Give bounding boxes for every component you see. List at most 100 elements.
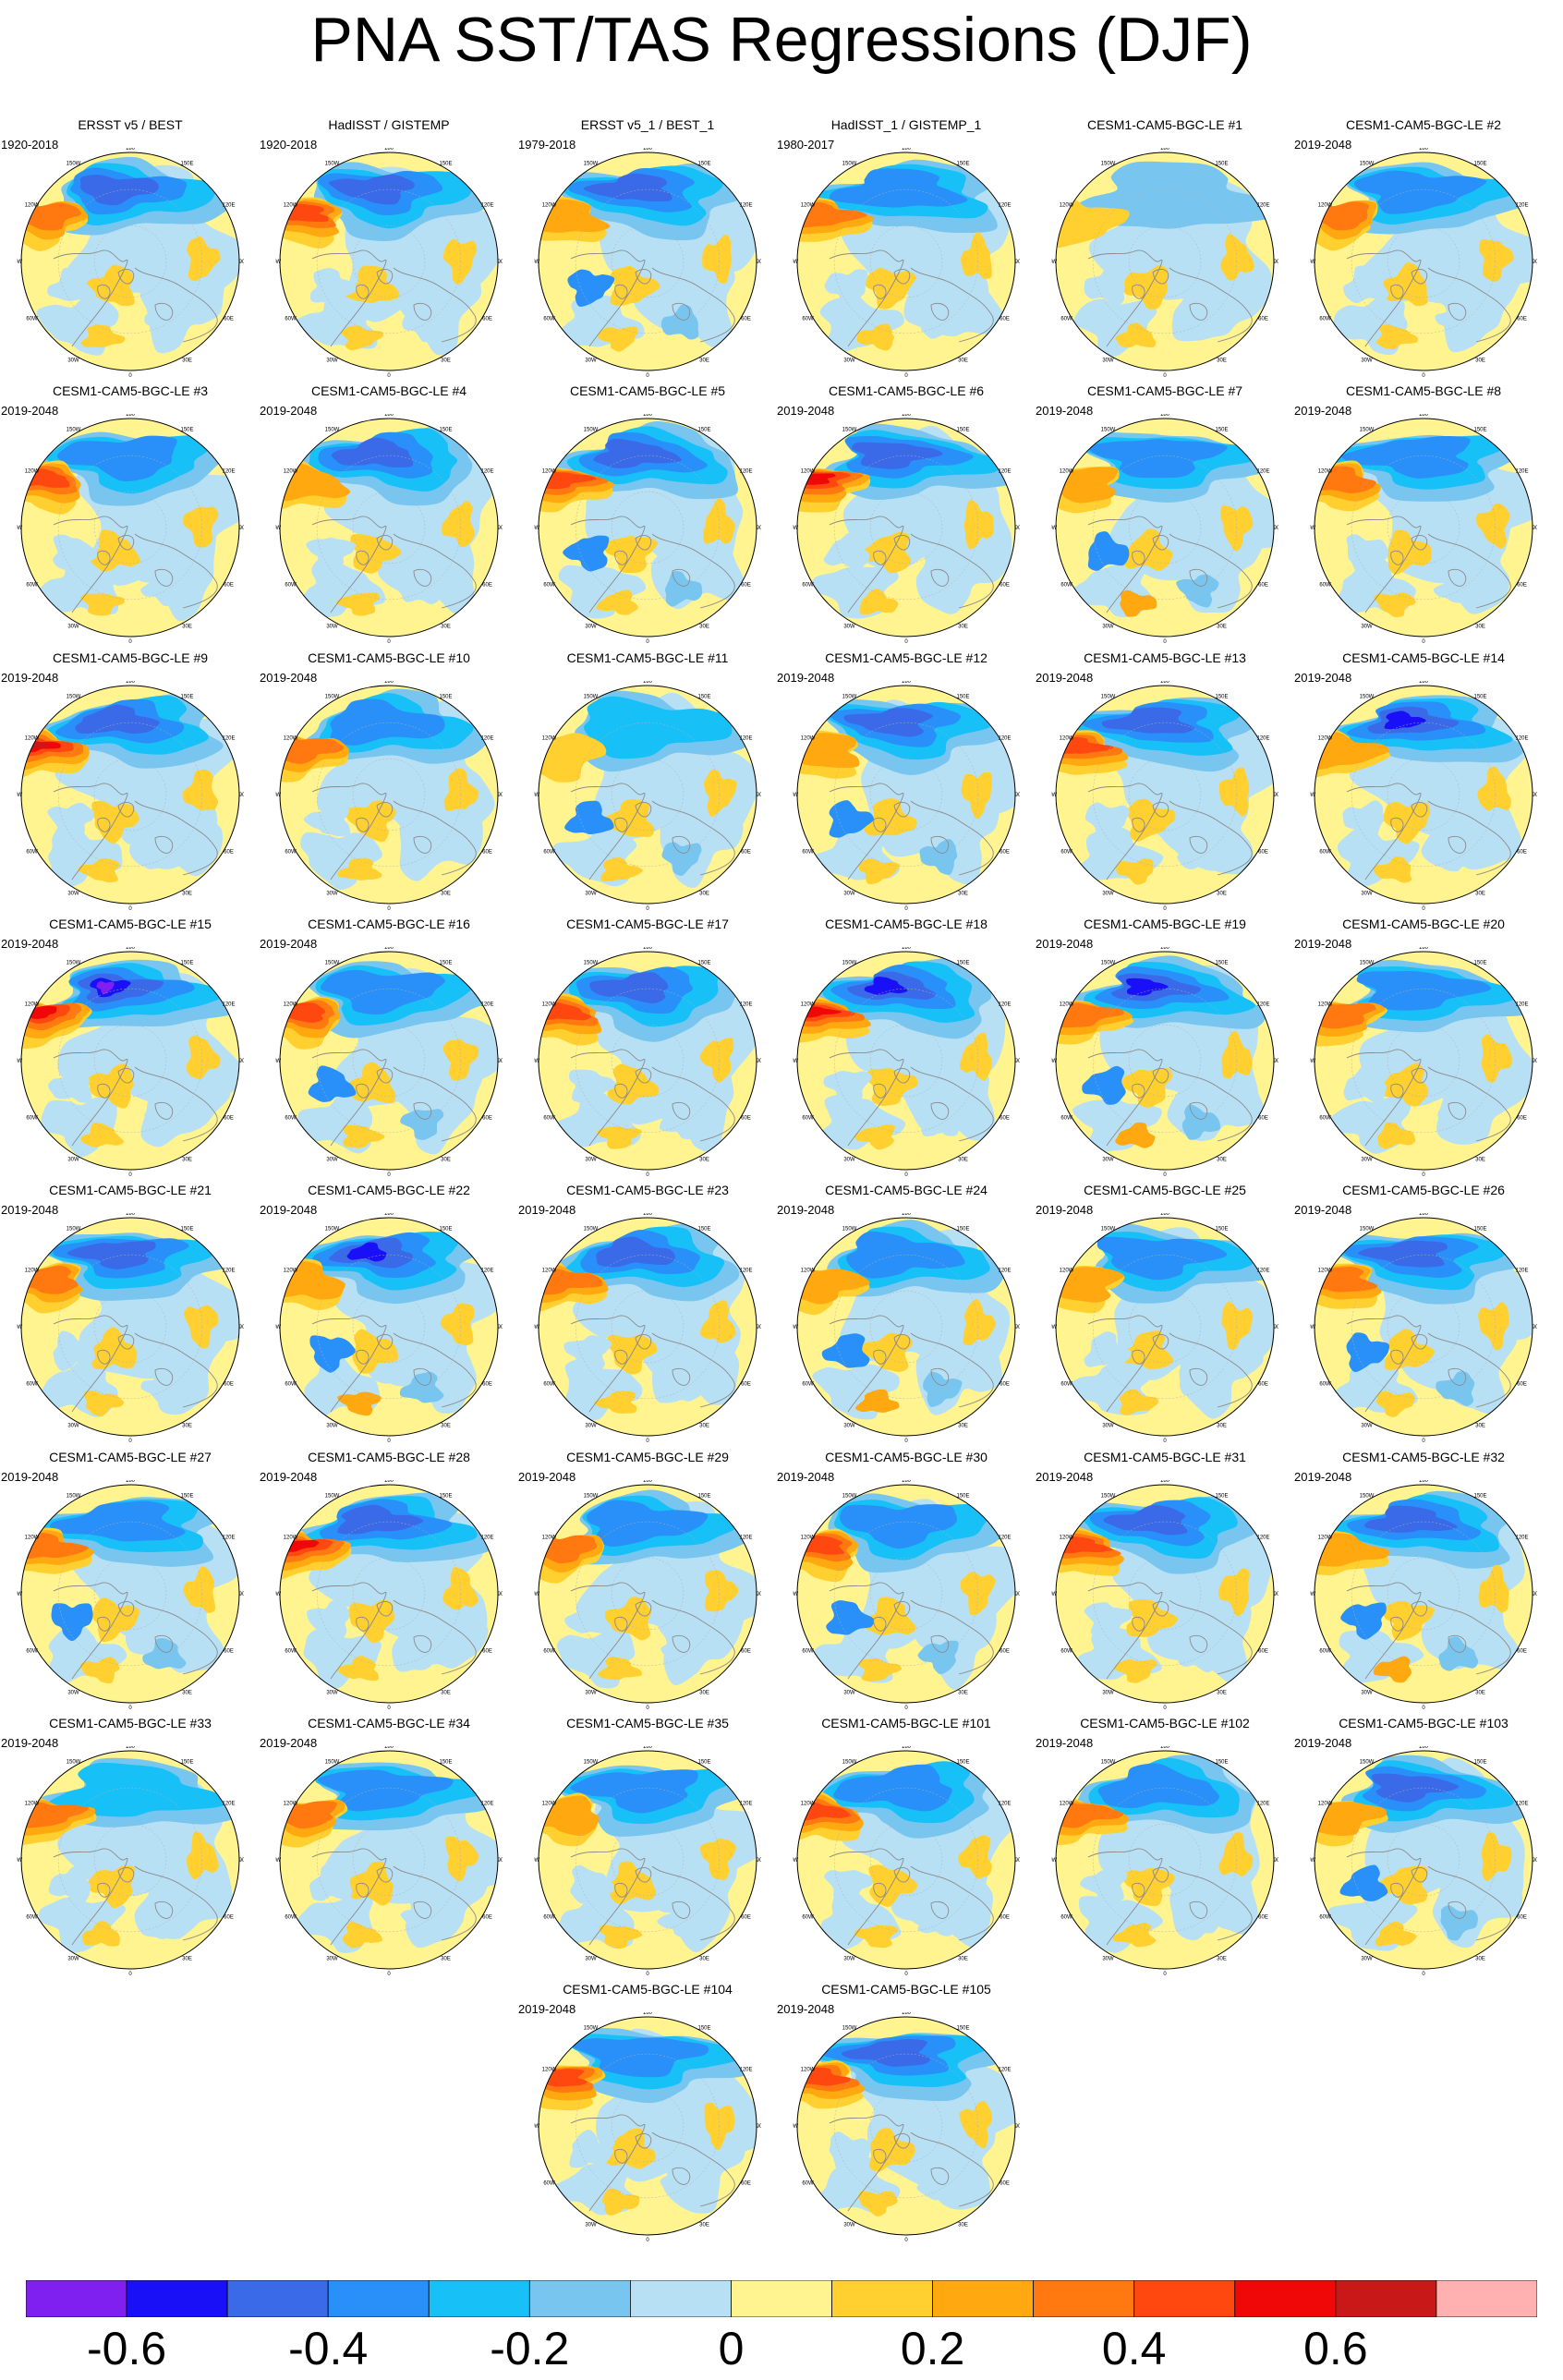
polar-map: 180 150W 150E 120W 120E 90W 90E 60W 60E 30W 30E 0 bbox=[534, 1746, 761, 1977]
longitude-label: 0 bbox=[1422, 1706, 1425, 1711]
longitude-label: 30W bbox=[326, 1158, 338, 1163]
longitude-label: 0 bbox=[1163, 906, 1167, 912]
polar-map: 180 150W 150E 120W 120E 90W 90E 60W 60E 30W 30E 0 bbox=[1051, 148, 1278, 379]
longitude-label: 60E bbox=[224, 317, 234, 322]
panel-title: CESM1-CAM5-BGC-LE #15 bbox=[49, 917, 212, 931]
longitude-label: 180 bbox=[1419, 947, 1429, 951]
longitude-label: 60W bbox=[285, 1382, 297, 1388]
panel-title: CESM1-CAM5-BGC-LE #102 bbox=[1080, 1716, 1250, 1730]
longitude-label: 120E bbox=[1256, 1002, 1269, 1008]
longitude-label: 150E bbox=[697, 1494, 710, 1500]
longitude-label: 60E bbox=[224, 1116, 234, 1122]
longitude-label: 120W bbox=[542, 469, 557, 475]
panel-period: 2019-2048 bbox=[1294, 138, 1352, 152]
polar-map: 180 150W 150E 120W 120E 90W 90E 60W 60E 30W 30E 0 bbox=[275, 1213, 503, 1444]
longitude-label: 180 bbox=[126, 414, 136, 418]
polar-map: 180 150W 150E 120W 120E 90W 90E 60W 60E 30W 30E 0 bbox=[1310, 681, 1537, 912]
map-panel: CESM1-CAM5-BGC-LE #22 2019-2048 180 150W 150… bbox=[260, 1183, 518, 1449]
longitude-label: 60W bbox=[802, 2181, 814, 2187]
longitude-label: 60W bbox=[1060, 317, 1072, 322]
colorbar-swatch bbox=[528, 2280, 631, 2317]
longitude-label: 120E bbox=[1256, 1802, 1269, 1807]
panel-title: CESM1-CAM5-BGC-LE #101 bbox=[821, 1716, 991, 1730]
longitude-label: 60W bbox=[26, 850, 38, 856]
longitude-label: 30W bbox=[1102, 1957, 1114, 1962]
map-panel: CESM1-CAM5-BGC-LE #31 2019-2048 180 150W 150… bbox=[1036, 1450, 1294, 1716]
longitude-label: 180 bbox=[1419, 1480, 1429, 1484]
longitude-label: 120E bbox=[998, 1269, 1011, 1274]
colorbar-swatch bbox=[1335, 2280, 1437, 2317]
longitude-label: 30E bbox=[1217, 1424, 1227, 1429]
longitude-label: 0 bbox=[128, 1706, 132, 1711]
longitude-label: 150W bbox=[325, 1227, 340, 1232]
longitude-label: 60W bbox=[1060, 1382, 1072, 1388]
longitude-label: 60E bbox=[1000, 1915, 1010, 1921]
longitude-label: 150W bbox=[584, 1760, 599, 1766]
polar-map: 180 150W 150E 120W 120E 90W 90E 60W 60E 30W 30E 0 bbox=[1310, 1213, 1537, 1444]
polar-map: 180 150W 150E 120W 120E 90W 90E 60W 60E 30W 30E 0 bbox=[1310, 1746, 1537, 1977]
colorbar-swatch bbox=[932, 2280, 1035, 2317]
longitude-label: 120E bbox=[998, 469, 1011, 475]
panel-period: 1979-2018 bbox=[518, 138, 576, 152]
longitude-label: 90W bbox=[1051, 260, 1058, 265]
polar-map: 180 150W 150E 120W 120E 90W 90E 60W 60E 30W 30E 0 bbox=[534, 1213, 761, 1444]
map-panel: CESM1-CAM5-BGC-LE #8 2019-2048 180 150W 150E… bbox=[1294, 383, 1553, 650]
longitude-label: 30W bbox=[326, 1691, 338, 1696]
longitude-label: 30E bbox=[182, 1691, 192, 1696]
panel-title: CESM1-CAM5-BGC-LE #32 bbox=[1342, 1450, 1505, 1464]
longitude-label: 150W bbox=[842, 2026, 857, 2032]
longitude-label: 60W bbox=[543, 1116, 555, 1122]
longitude-label: 60E bbox=[1258, 317, 1268, 322]
longitude-label: 60E bbox=[1258, 1915, 1268, 1921]
longitude-label: 150W bbox=[584, 1494, 599, 1500]
longitude-label: 30W bbox=[843, 1424, 855, 1429]
panel-period: 1920-2018 bbox=[260, 138, 318, 152]
longitude-label: 120E bbox=[222, 1802, 235, 1807]
longitude-label: 30W bbox=[67, 892, 79, 897]
panel-title: CESM1-CAM5-BGC-LE #20 bbox=[1342, 917, 1505, 931]
longitude-label: 150E bbox=[697, 162, 710, 167]
longitude-label: 150E bbox=[1473, 1227, 1486, 1232]
longitude-label: 90E bbox=[498, 260, 503, 265]
panel-period: 2019-2048 bbox=[260, 1736, 318, 1750]
longitude-label: 120W bbox=[542, 1802, 557, 1807]
colorbar bbox=[26, 2280, 1537, 2317]
longitude-label: 60W bbox=[285, 1649, 297, 1655]
longitude-label: 30W bbox=[1361, 625, 1373, 630]
longitude-label: 180 bbox=[902, 681, 912, 685]
longitude-label: 60E bbox=[482, 317, 492, 322]
longitude-label: 90W bbox=[275, 1059, 282, 1064]
map-panel: CESM1-CAM5-BGC-LE #28 2019-2048 180 150W 150… bbox=[260, 1450, 518, 1716]
polar-map: 180 150W 150E 120W 120E 90W 90E 60W 60E 30W 30E 0 bbox=[17, 681, 244, 912]
panel-title: CESM1-CAM5-BGC-LE #16 bbox=[308, 917, 470, 931]
longitude-label: 120W bbox=[1318, 469, 1333, 475]
longitude-label: 150W bbox=[325, 162, 340, 167]
colorbar-tick-label: -0.2 bbox=[490, 2323, 570, 2374]
longitude-label: 120W bbox=[284, 1536, 298, 1541]
longitude-label: 120W bbox=[25, 469, 40, 475]
longitude-label: 150W bbox=[1360, 1760, 1375, 1766]
longitude-label: 30E bbox=[699, 625, 709, 630]
longitude-label: 120E bbox=[998, 1002, 1011, 1008]
panel-period: 2019-2048 bbox=[1294, 1736, 1352, 1750]
longitude-label: 120W bbox=[25, 736, 40, 742]
map-panel: CESM1-CAM5-BGC-LE #18 180 150W 150E 120W 120E… bbox=[777, 917, 1036, 1183]
panel-period: 2019-2048 bbox=[777, 671, 835, 685]
longitude-label: 120E bbox=[998, 1802, 1011, 1807]
longitude-label: 180 bbox=[126, 148, 136, 152]
longitude-label: 60E bbox=[1517, 317, 1527, 322]
panel-title: CESM1-CAM5-BGC-LE #35 bbox=[566, 1716, 729, 1730]
longitude-label: 60E bbox=[1258, 1116, 1268, 1122]
polar-map: 180 150W 150E 120W 120E 90W 90E 60W 60E 30W 30E 0 bbox=[1051, 947, 1278, 1178]
page-title: PNA SST/TAS Regressions (DJF) bbox=[310, 5, 1253, 75]
panel-title: CESM1-CAM5-BGC-LE #10 bbox=[308, 650, 470, 665]
longitude-label: 150W bbox=[1101, 1760, 1116, 1766]
panel-period: 1980-2017 bbox=[777, 138, 835, 152]
longitude-label: 150W bbox=[67, 1227, 81, 1232]
longitude-label: 30W bbox=[585, 625, 597, 630]
longitude-label: 90W bbox=[793, 1592, 799, 1597]
longitude-label: 60E bbox=[1000, 317, 1010, 322]
map-panel: CESM1-CAM5-BGC-LE #16 2019-2048 180 150W 150… bbox=[260, 917, 518, 1183]
longitude-label: 180 bbox=[384, 414, 394, 418]
longitude-label: 90W bbox=[275, 793, 282, 798]
